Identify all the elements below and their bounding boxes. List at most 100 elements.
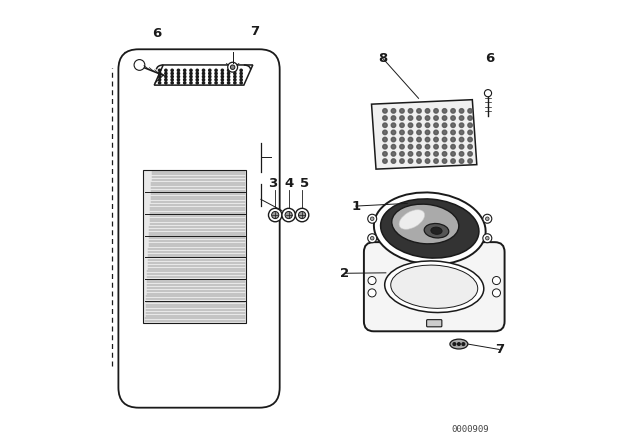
Circle shape <box>177 73 180 75</box>
Text: 7: 7 <box>495 343 504 356</box>
Circle shape <box>298 211 306 219</box>
Circle shape <box>383 138 387 142</box>
Circle shape <box>159 79 161 81</box>
Ellipse shape <box>399 210 424 229</box>
Circle shape <box>484 90 492 97</box>
Circle shape <box>434 116 438 121</box>
Circle shape <box>269 208 282 222</box>
Circle shape <box>227 76 230 78</box>
Circle shape <box>383 123 387 128</box>
Circle shape <box>159 73 161 75</box>
Circle shape <box>190 76 192 78</box>
Circle shape <box>209 69 211 72</box>
Circle shape <box>209 79 211 81</box>
Circle shape <box>417 152 421 156</box>
Circle shape <box>227 82 230 84</box>
Circle shape <box>460 159 464 164</box>
Circle shape <box>442 116 447 121</box>
Circle shape <box>171 69 173 72</box>
Circle shape <box>383 109 387 113</box>
Circle shape <box>190 69 192 72</box>
Circle shape <box>468 152 472 156</box>
Circle shape <box>451 138 455 142</box>
Circle shape <box>368 234 377 243</box>
Circle shape <box>234 69 236 72</box>
Circle shape <box>184 79 186 81</box>
Ellipse shape <box>431 227 442 234</box>
Circle shape <box>184 69 186 72</box>
Circle shape <box>190 73 192 75</box>
Circle shape <box>468 130 472 135</box>
Circle shape <box>227 79 230 81</box>
Circle shape <box>442 145 447 149</box>
Circle shape <box>391 138 396 142</box>
Text: 3: 3 <box>268 177 278 190</box>
Circle shape <box>460 130 464 135</box>
Circle shape <box>240 82 243 84</box>
Circle shape <box>486 237 489 240</box>
Circle shape <box>460 116 464 121</box>
Circle shape <box>492 289 500 297</box>
Circle shape <box>234 76 236 78</box>
Circle shape <box>417 109 421 113</box>
FancyBboxPatch shape <box>427 320 442 327</box>
Circle shape <box>391 145 396 149</box>
Text: 4: 4 <box>284 177 293 190</box>
Circle shape <box>383 116 387 121</box>
Ellipse shape <box>392 204 459 244</box>
Circle shape <box>460 145 464 149</box>
Circle shape <box>442 123 447 128</box>
Circle shape <box>468 159 472 164</box>
Circle shape <box>383 145 387 149</box>
Circle shape <box>391 159 396 164</box>
Circle shape <box>417 145 421 149</box>
Circle shape <box>468 109 472 113</box>
Circle shape <box>383 130 387 135</box>
Circle shape <box>492 276 500 284</box>
Circle shape <box>164 73 167 75</box>
Circle shape <box>184 76 186 78</box>
Circle shape <box>221 73 223 75</box>
Circle shape <box>368 276 376 284</box>
Circle shape <box>425 145 430 149</box>
Circle shape <box>460 123 464 128</box>
Circle shape <box>460 109 464 113</box>
Circle shape <box>221 82 223 84</box>
Circle shape <box>408 116 413 121</box>
Circle shape <box>209 76 211 78</box>
Circle shape <box>408 109 413 113</box>
Circle shape <box>468 123 472 128</box>
Circle shape <box>171 76 173 78</box>
Circle shape <box>400 130 404 135</box>
Circle shape <box>391 116 396 121</box>
Circle shape <box>164 69 167 72</box>
Circle shape <box>391 130 396 135</box>
Circle shape <box>408 123 413 128</box>
Circle shape <box>417 130 421 135</box>
Circle shape <box>462 343 465 345</box>
Polygon shape <box>154 65 253 85</box>
Ellipse shape <box>391 265 477 308</box>
Circle shape <box>400 109 404 113</box>
Circle shape <box>234 79 236 81</box>
Circle shape <box>234 82 236 84</box>
Circle shape <box>434 145 438 149</box>
Circle shape <box>451 123 455 128</box>
Circle shape <box>468 138 472 142</box>
Circle shape <box>417 138 421 142</box>
Circle shape <box>240 76 243 78</box>
Circle shape <box>417 123 421 128</box>
Circle shape <box>434 159 438 164</box>
Circle shape <box>400 138 404 142</box>
Circle shape <box>442 138 447 142</box>
Circle shape <box>408 152 413 156</box>
Circle shape <box>368 289 376 297</box>
Circle shape <box>215 76 217 78</box>
Circle shape <box>159 76 161 78</box>
Circle shape <box>164 82 167 84</box>
Circle shape <box>417 159 421 164</box>
Circle shape <box>221 76 223 78</box>
Circle shape <box>371 217 374 220</box>
Circle shape <box>190 79 192 81</box>
Circle shape <box>400 145 404 149</box>
